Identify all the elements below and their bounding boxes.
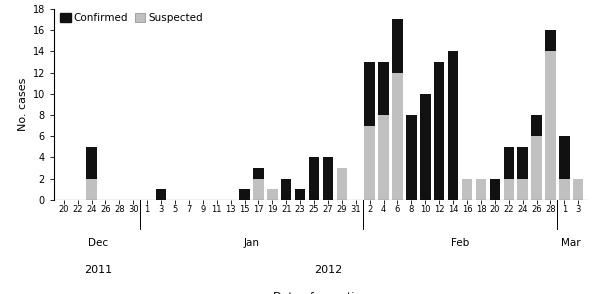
Text: Feb: Feb xyxy=(451,238,469,248)
Bar xyxy=(309,158,319,200)
Bar xyxy=(532,115,542,136)
Bar xyxy=(156,189,166,200)
Bar xyxy=(559,136,569,179)
Bar xyxy=(434,62,445,200)
Bar xyxy=(86,147,97,179)
Bar xyxy=(239,189,250,200)
Bar xyxy=(503,179,514,200)
Bar xyxy=(364,62,375,126)
Text: Mar: Mar xyxy=(562,238,581,248)
Bar xyxy=(323,158,333,200)
Bar xyxy=(517,147,528,179)
Text: Dec: Dec xyxy=(88,238,109,248)
Y-axis label: No. cases: No. cases xyxy=(19,78,28,131)
Bar xyxy=(476,179,486,200)
Bar xyxy=(364,126,375,200)
Bar xyxy=(267,189,278,200)
Text: 2012: 2012 xyxy=(314,265,342,275)
Bar xyxy=(86,179,97,200)
Bar xyxy=(406,115,416,200)
Bar xyxy=(253,168,263,179)
Bar xyxy=(253,179,263,200)
Bar xyxy=(545,51,556,200)
Bar xyxy=(462,179,472,200)
Bar xyxy=(490,179,500,200)
Bar xyxy=(281,179,292,200)
Bar xyxy=(379,62,389,115)
Bar xyxy=(559,179,569,200)
Text: Date of reporting: Date of reporting xyxy=(273,292,369,294)
Bar xyxy=(517,179,528,200)
Bar xyxy=(295,189,305,200)
Bar xyxy=(448,51,458,200)
Bar xyxy=(573,179,583,200)
Bar xyxy=(392,19,403,73)
Bar xyxy=(532,136,542,200)
Bar xyxy=(420,94,431,200)
Bar xyxy=(503,147,514,179)
Bar xyxy=(337,168,347,200)
Bar xyxy=(392,73,403,200)
Legend: Confirmed, Suspected: Confirmed, Suspected xyxy=(59,12,204,24)
Text: 2011: 2011 xyxy=(85,265,113,275)
Bar xyxy=(379,115,389,200)
Bar xyxy=(545,30,556,51)
Text: Jan: Jan xyxy=(244,238,259,248)
